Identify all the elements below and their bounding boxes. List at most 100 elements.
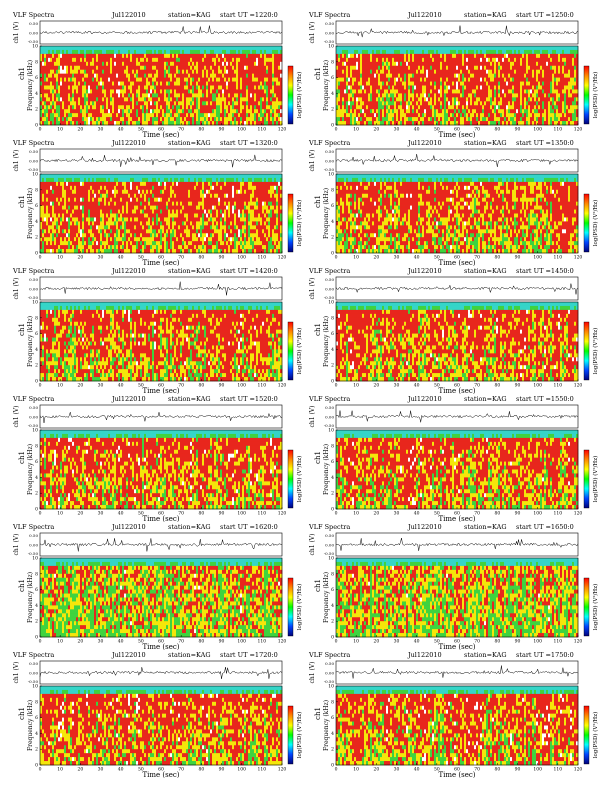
spectrogram-cell xyxy=(378,81,381,86)
spectrogram-cell xyxy=(386,73,389,78)
spectrogram-cell xyxy=(394,49,397,55)
spectrogram-cell xyxy=(336,61,339,67)
spectrogram-cell xyxy=(54,69,57,74)
spectrogram-cell xyxy=(428,97,431,102)
spectrogram-cell xyxy=(340,121,343,126)
spectrogram-cell xyxy=(130,73,133,78)
spectrogram-cell xyxy=(476,117,479,122)
spectrogram-cell xyxy=(384,113,387,118)
spectrogram-cell xyxy=(192,93,195,98)
spectrogram-cell xyxy=(262,117,265,122)
spectrogram-cell xyxy=(396,117,399,122)
spectrogram-cell xyxy=(218,81,221,86)
spectrogram-cell xyxy=(166,73,169,78)
spectrogram-cell xyxy=(514,89,517,94)
spectrogram-cell xyxy=(210,81,213,86)
spectrogram-cell xyxy=(216,117,219,122)
spectrogram-cell xyxy=(178,69,181,74)
spectrogram-cell xyxy=(150,113,153,118)
spectrogram-cell xyxy=(388,101,391,106)
spectrogram-cell xyxy=(536,101,539,106)
spectrogram-cell xyxy=(52,46,55,51)
spectrogram-cell xyxy=(408,113,411,118)
spectrogram-cell xyxy=(364,46,367,51)
spectrogram-cell xyxy=(54,53,57,59)
spectrogram-cell xyxy=(156,109,159,114)
spectrogram-cell xyxy=(128,105,131,110)
spectrogram-cell xyxy=(550,113,553,118)
spectrogram-cell xyxy=(256,61,259,67)
spectrogram-cell xyxy=(464,57,467,63)
spectrogram-cell xyxy=(160,105,163,110)
spectrogram-cell xyxy=(138,121,141,126)
spectrogram-cell xyxy=(264,101,267,106)
spectrogram-cell xyxy=(396,49,399,55)
spectrogram-cell xyxy=(60,73,63,78)
spectrogram-cell xyxy=(268,105,271,110)
spectrogram-cell xyxy=(182,105,185,110)
spectrogram-cell xyxy=(256,77,259,82)
spectrogram-cell xyxy=(514,81,517,86)
spectrogram-cell xyxy=(162,77,165,82)
spectrogram-cell xyxy=(94,109,97,114)
spectrogram-cell xyxy=(374,49,377,55)
spectrogram-cell xyxy=(256,81,259,86)
spectrogram-cell xyxy=(520,73,523,78)
spectrogram-cell xyxy=(346,69,349,74)
spectrogram-cell xyxy=(46,81,49,86)
spectrogram-cell xyxy=(474,117,477,122)
spectrogram-cell xyxy=(168,69,171,74)
spectrogram-cell xyxy=(538,97,541,102)
spectrogram-cell xyxy=(552,89,555,94)
spectrogram-cell xyxy=(152,57,155,63)
spectrogram-cell xyxy=(434,113,437,118)
spectrogram-cell xyxy=(460,69,463,74)
spectrogram-cell xyxy=(196,69,199,74)
spectrogram-cell xyxy=(130,46,133,51)
spectrogram-cell xyxy=(430,113,433,118)
spectrogram-cell xyxy=(392,49,395,55)
spectrogram-cell xyxy=(114,65,117,70)
spectrogram-cell xyxy=(118,105,121,110)
spectrogram-cell xyxy=(414,89,417,94)
spectrogram-cell xyxy=(356,85,359,90)
spectrogram-cell xyxy=(502,85,505,90)
spectrogram-cell xyxy=(280,46,283,51)
spectrogram-cell xyxy=(48,49,51,55)
spectrogram-cell xyxy=(342,61,345,67)
spectrogram-cell xyxy=(168,73,171,78)
spectrogram-cell xyxy=(548,85,551,90)
spectrogram-cell xyxy=(146,117,149,122)
spectrogram-cell xyxy=(138,101,141,106)
spectrogram-cell xyxy=(90,61,93,67)
spectrogram-cell xyxy=(110,46,113,51)
spectrogram-cell xyxy=(386,117,389,122)
spectrogram-cell xyxy=(70,61,73,67)
spectrogram-cell xyxy=(494,49,497,55)
spectrogram-cell xyxy=(540,117,543,122)
spectrogram-cell xyxy=(448,69,451,74)
spectrogram-cell xyxy=(214,69,217,74)
spectrogram-cell xyxy=(262,109,265,114)
spectrogram-cell xyxy=(84,57,87,63)
spectrogram-cell xyxy=(84,117,87,122)
spectrogram-cell xyxy=(372,61,375,67)
spectrogram-cell xyxy=(394,89,397,94)
spectrogram-cell xyxy=(488,81,491,86)
spectrogram-cell xyxy=(44,65,47,70)
spectrogram-cell xyxy=(560,53,563,59)
spectrogram-cell xyxy=(114,69,117,74)
spectrogram-cell xyxy=(196,53,199,59)
spectrogram-cell xyxy=(504,61,507,67)
xtick-label: 20 xyxy=(77,127,83,133)
spectrogram-cell xyxy=(266,109,269,114)
spectrogram-cell xyxy=(72,89,75,94)
spectrogram-cell xyxy=(132,49,135,55)
spectrogram-cell xyxy=(564,69,567,74)
spectrogram-cell xyxy=(42,85,45,90)
spectrogram-cell xyxy=(352,73,355,78)
spectrogram-cell xyxy=(568,77,571,82)
spectrogram-cell xyxy=(544,81,547,86)
spectrogram-cell xyxy=(576,53,579,59)
spectrogram-cell xyxy=(414,53,417,59)
